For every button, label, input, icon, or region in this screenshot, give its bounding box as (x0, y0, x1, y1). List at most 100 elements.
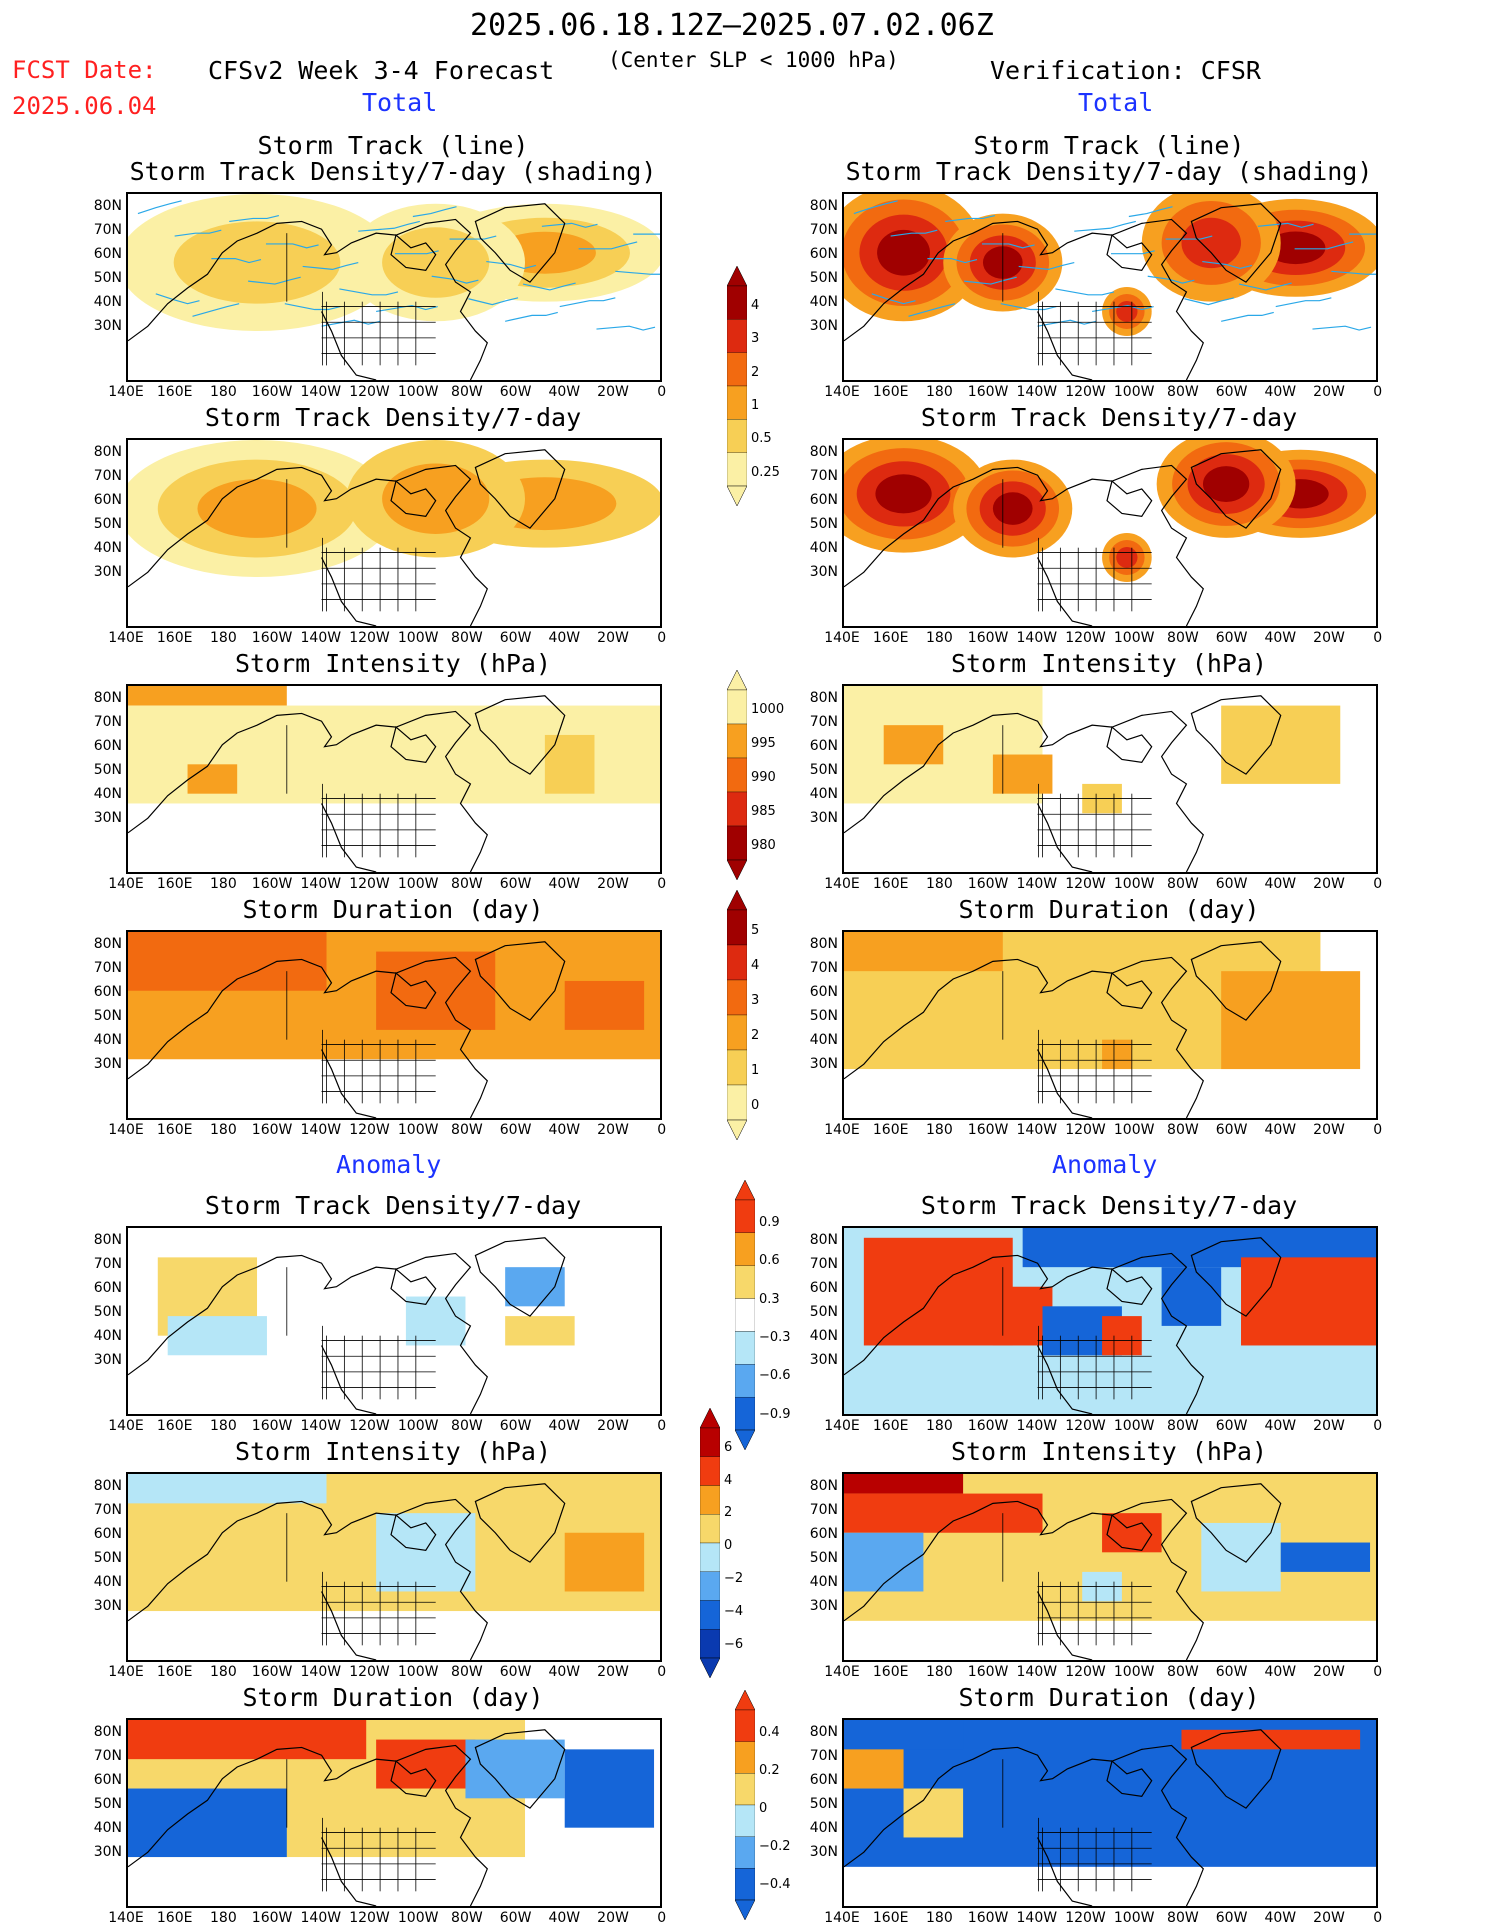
lat-label: 50N (93, 1304, 122, 1320)
colorbar-label: 980 (751, 838, 776, 854)
map-svg-r1 (844, 440, 1376, 626)
lat-label: 60N (809, 1526, 838, 1542)
lat-label: 30N (93, 810, 122, 826)
colorbar-label: 1 (751, 1063, 760, 1078)
map-panel-l5 (126, 1472, 662, 1662)
lon-label: 140W (300, 384, 342, 400)
lon-label: 140W (1016, 1122, 1058, 1138)
lat-label: 30N (93, 1056, 122, 1072)
lat-label: 70N (93, 1748, 122, 1764)
lon-label: 160E (872, 1910, 909, 1926)
coastline (844, 695, 1282, 872)
lat-label: 40N (809, 786, 838, 802)
colorbar-label: 4 (724, 1472, 733, 1488)
lon-label: 160W (967, 630, 1009, 646)
lat-label: 50N (809, 516, 838, 532)
lat-label: 30N (93, 1844, 122, 1860)
lon-label: 140E (108, 1664, 144, 1680)
lon-label: 80W (1167, 630, 1199, 646)
lon-label: 180 (210, 1910, 237, 1926)
lon-label: 100W (397, 876, 439, 892)
map-panel-r0 (842, 192, 1378, 382)
colorbar-label: 995 (751, 736, 776, 752)
lon-label: 160W (967, 1122, 1009, 1138)
lon-label: 20W (597, 384, 629, 400)
map-svg-r6 (844, 1720, 1376, 1906)
period-title: 2025.06.18.12Z–2025.07.02.06Z (470, 8, 994, 43)
colorbar-label: 2 (751, 364, 760, 380)
colorbar-label: 1000 (751, 702, 785, 718)
colorbar-label: −0.9 (759, 1406, 791, 1422)
lon-label: 120W (1065, 630, 1106, 646)
map-svg-l6 (128, 1720, 660, 1906)
lat-label: 40N (809, 1574, 838, 1590)
lon-label: 120W (1065, 1418, 1106, 1434)
lon-label: 20W (597, 876, 629, 892)
lon-label: 140W (1016, 1910, 1058, 1926)
lon-label: 180 (926, 876, 953, 892)
lat-label: 60N (809, 1280, 838, 1296)
lat-label: 60N (809, 492, 838, 508)
lat-label: 30N (809, 1844, 838, 1860)
colorbar-label: 0 (759, 1800, 768, 1816)
lon-label: 20W (597, 1418, 629, 1434)
lon-label: 0 (1373, 1122, 1383, 1138)
lon-label: 100W (1113, 384, 1155, 400)
lat-label: 80N (93, 690, 122, 706)
map-panel-r1 (842, 438, 1378, 628)
coastline (844, 203, 1282, 380)
lon-label: 140E (108, 1418, 144, 1434)
lon-label: 140W (300, 1418, 342, 1434)
lon-label: 140E (108, 1122, 144, 1138)
lon-label: 140W (1016, 1664, 1058, 1680)
lon-label: 180 (210, 630, 237, 646)
lon-label: 140W (300, 876, 342, 892)
lon-label: 140E (824, 1418, 860, 1434)
map-svg-l1 (128, 440, 660, 626)
state-borders (1002, 725, 1152, 858)
colorbar-label: 0.5 (751, 431, 772, 447)
lon-label: 120W (1065, 1910, 1106, 1926)
lon-label: 140W (1016, 1418, 1058, 1434)
lon-label: 100W (397, 1418, 439, 1434)
lon-label: 0 (657, 384, 667, 400)
lon-label: 100W (397, 384, 439, 400)
lon-label: 160W (251, 1910, 293, 1926)
map-panel-r6 (842, 1718, 1378, 1908)
lon-label: 100W (397, 1122, 439, 1138)
title-r3: Storm Intensity (hPa) (950, 649, 1268, 678)
lon-label: 20W (1313, 384, 1345, 400)
colorbar-label: 4 (751, 298, 760, 313)
lon-label: 0 (1373, 1418, 1383, 1434)
lat-label: 40N (809, 1820, 838, 1836)
lon-label: 160E (872, 630, 909, 646)
lon-label: 20W (1313, 630, 1345, 646)
lon-label: 20W (597, 1122, 629, 1138)
lon-label: 180 (926, 1418, 953, 1434)
lon-label: 80W (451, 1122, 483, 1138)
colorbar-label: −0.2 (759, 1838, 791, 1854)
lon-label: 140W (300, 1122, 342, 1138)
lat-label: 50N (93, 762, 122, 778)
lat-label: 50N (93, 516, 122, 532)
lat-label: 30N (809, 564, 838, 580)
lon-label: 140E (824, 1122, 860, 1138)
title-r5: Storm Track Density/7-day (920, 1191, 1298, 1220)
colorbar-label: 990 (751, 770, 776, 786)
map-panel-r3 (842, 930, 1378, 1120)
lon-label: 160E (156, 1418, 193, 1434)
lon-label: 140E (824, 1664, 860, 1680)
lat-label: 70N (809, 714, 838, 730)
colorbar-label: 0.4 (759, 1724, 780, 1740)
lat-label: 50N (93, 1796, 122, 1812)
colorbar-label: −6 (724, 1636, 744, 1652)
lon-label: 160W (967, 1664, 1009, 1680)
lon-label: 40W (1264, 630, 1297, 646)
lon-label: 140E (108, 384, 144, 400)
lat-label: 70N (809, 960, 838, 976)
lon-label: 60W (1215, 876, 1248, 892)
lat-label: 80N (809, 936, 838, 952)
state-borders (286, 233, 436, 366)
lon-label: 180 (210, 1122, 237, 1138)
lon-label: 80W (451, 1418, 483, 1434)
